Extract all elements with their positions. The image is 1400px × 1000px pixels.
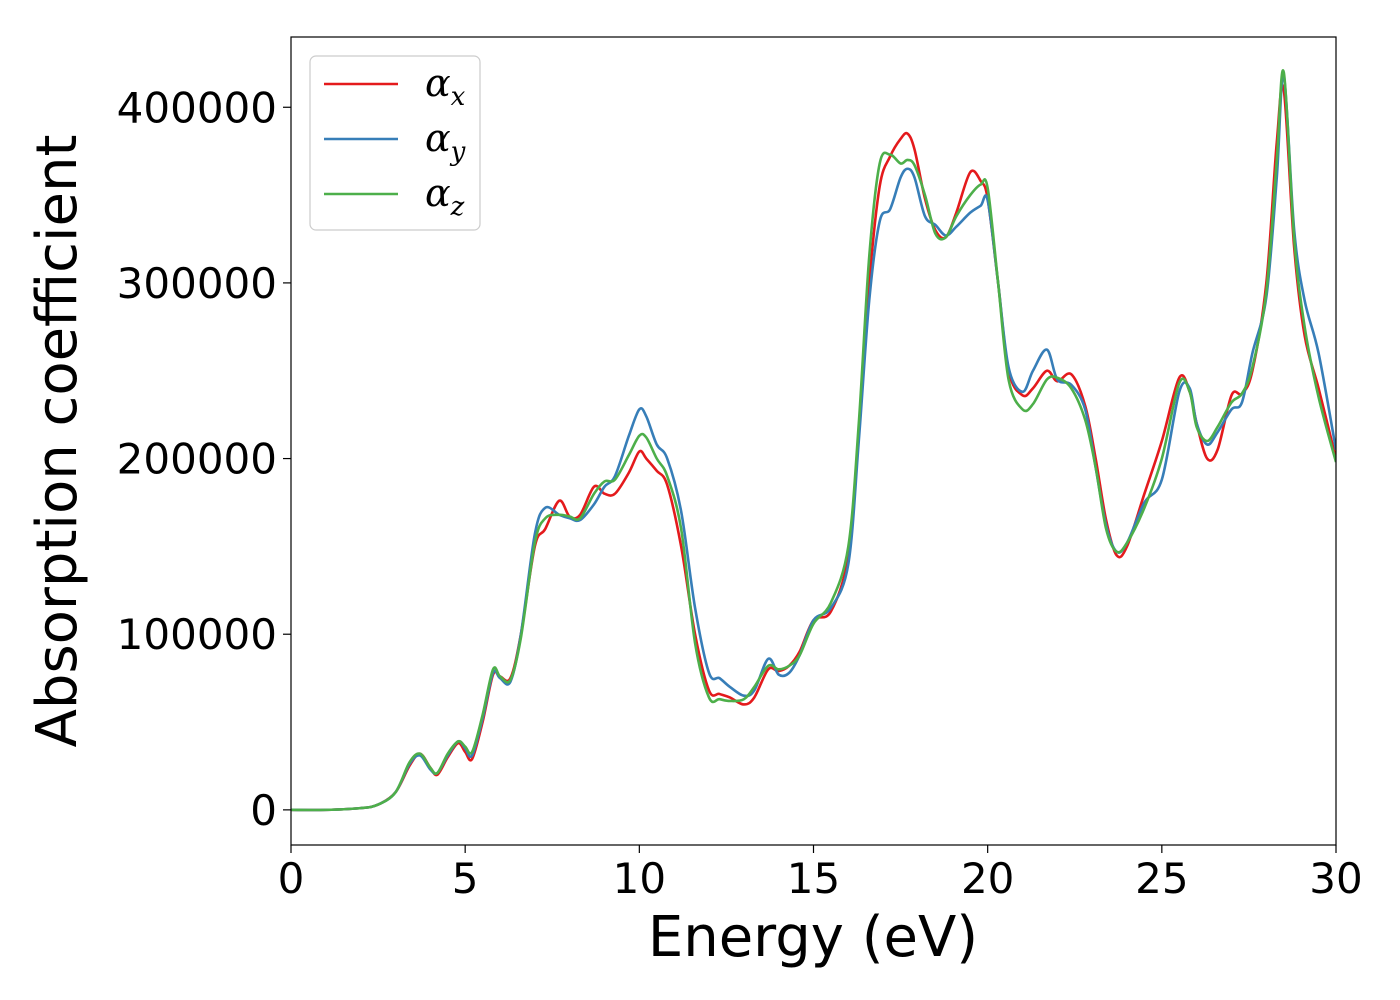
- y-tick-label: 200000: [117, 435, 277, 484]
- x-tick-label: 15: [787, 854, 840, 903]
- x-axis-title: Energy (eV): [648, 905, 978, 970]
- x-tick-label: 30: [1309, 854, 1362, 903]
- x-tick-label: 10: [613, 854, 666, 903]
- x-axis: 0 5 10 15 20 25 30: [278, 845, 1363, 903]
- x-tick-label: 0: [278, 854, 305, 903]
- series-line-alpha-y: [291, 73, 1336, 812]
- series-group: [291, 69, 1336, 812]
- legend-box: [309, 55, 481, 231]
- y-tick-label: 100000: [117, 610, 277, 659]
- legend-label-alpha-x: αx: [425, 61, 466, 112]
- x-tick-label: 20: [961, 854, 1014, 903]
- legend-label-alpha-y: αy: [425, 116, 466, 167]
- y-tick-label: 0: [250, 786, 277, 835]
- y-axis: 0 100000 200000 300000 400000: [117, 83, 291, 835]
- x-tick-label: 5: [452, 854, 479, 903]
- y-axis-title: Absorption coefficient: [25, 135, 90, 748]
- series-line-alpha-z: [291, 69, 1336, 812]
- y-tick-label: 400000: [117, 83, 277, 132]
- x-tick-label: 25: [1135, 854, 1188, 903]
- y-tick-label: 300000: [117, 259, 277, 308]
